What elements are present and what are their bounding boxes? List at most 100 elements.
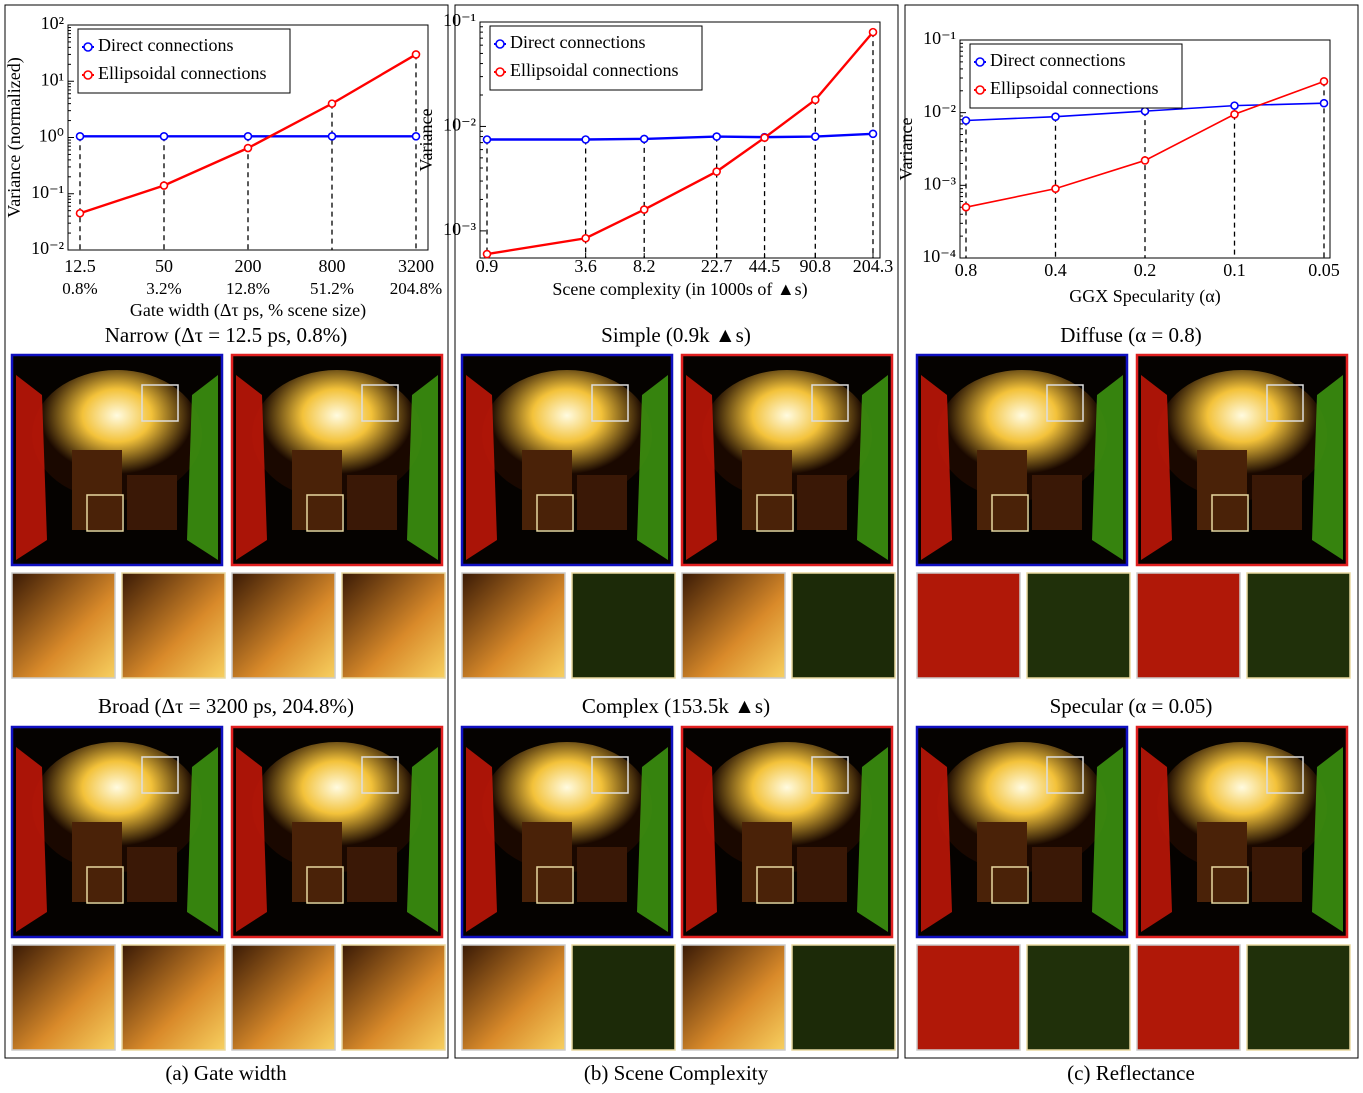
legend-label: Ellipsoidal connections	[98, 63, 266, 83]
render-box	[1252, 847, 1302, 902]
y-tick-label: 10⁻¹	[443, 10, 476, 30]
data-point	[1052, 113, 1059, 120]
x-tick-label: 0.8%	[62, 279, 97, 298]
data-point	[812, 133, 819, 140]
panel-caption: (a) Gate width	[165, 1061, 287, 1085]
x-axis-label: GGX Specularity (α)	[1069, 286, 1220, 307]
data-point	[329, 133, 336, 140]
crop	[12, 945, 115, 1050]
legend-swatch	[976, 58, 984, 66]
render-box	[347, 475, 397, 530]
x-tick-label: 12.5	[64, 256, 96, 276]
y-tick-label: 10⁻²	[443, 115, 476, 135]
x-axis-label: Gate width (Δτ ps, % scene size)	[130, 300, 366, 321]
data-point	[1321, 100, 1328, 107]
render-box	[797, 847, 847, 902]
crop	[342, 573, 445, 678]
data-point	[963, 117, 970, 124]
render-box	[127, 475, 177, 530]
y-tick-label: 10⁻¹	[31, 182, 64, 202]
y-axis-label: Variance (normalized)	[4, 57, 25, 217]
page: {"chart_data": [ {"type": "line", "y_lab…	[0, 0, 1363, 1093]
x-tick-label: 3200	[398, 256, 434, 276]
row-title: Broad (Δτ = 3200 ps, 204.8%)	[98, 694, 354, 718]
render-box	[742, 450, 792, 530]
data-point	[484, 251, 491, 258]
crop	[1027, 945, 1130, 1050]
content: 10⁻²10⁻¹10⁰10¹10²12.50.8%503.2%20012.8%8…	[4, 10, 1350, 1085]
crop	[462, 945, 565, 1050]
y-tick-label: 10²	[41, 13, 64, 33]
legend-label: Ellipsoidal connections	[510, 60, 678, 80]
x-tick-label: 0.2	[1134, 260, 1157, 280]
x-tick-label: 800	[319, 256, 346, 276]
crop	[917, 573, 1020, 678]
row-title: Simple (0.9k ▲s)	[601, 323, 751, 347]
render-box	[347, 847, 397, 902]
crop	[1137, 945, 1240, 1050]
legend-swatch	[84, 43, 92, 51]
crop	[1027, 573, 1130, 678]
data-point	[245, 145, 252, 152]
data-point	[713, 168, 720, 175]
row-title: Complex (153.5k ▲s)	[582, 694, 770, 718]
render-box	[577, 475, 627, 530]
crop	[342, 945, 445, 1050]
data-point	[713, 133, 720, 140]
data-point	[329, 100, 336, 107]
render-box	[72, 450, 122, 530]
data-point	[761, 134, 768, 141]
legend-swatch	[84, 71, 92, 79]
crop	[682, 573, 785, 678]
data-point	[582, 235, 589, 242]
data-point	[641, 135, 648, 142]
crop	[792, 573, 895, 678]
legend-label: Direct connections	[98, 35, 233, 55]
crop	[12, 573, 115, 678]
render-box	[977, 450, 1027, 530]
crop	[122, 945, 225, 1050]
render-box	[522, 450, 572, 530]
panel-caption: (c) Reflectance	[1067, 1061, 1195, 1085]
crop	[1247, 573, 1350, 678]
render-box	[292, 450, 342, 530]
legend-swatch	[496, 40, 504, 48]
data-point	[161, 133, 168, 140]
x-tick-label: 12.8%	[226, 279, 270, 298]
render-box	[1032, 475, 1082, 530]
figure: 10⁻²10⁻¹10⁰10¹10²12.50.8%503.2%20012.8%8…	[0, 0, 1363, 1088]
x-tick-label: 200	[235, 256, 262, 276]
crop	[572, 945, 675, 1050]
data-point	[870, 29, 877, 36]
data-point	[1231, 102, 1238, 109]
y-axis-label: Variance	[896, 118, 916, 181]
y-tick-label: 10⁻³	[923, 173, 957, 193]
x-tick-label: 51.2%	[310, 279, 354, 298]
data-point	[245, 133, 252, 140]
data-point	[641, 206, 648, 213]
x-tick-label: 3.6	[574, 256, 597, 276]
data-point	[1321, 78, 1328, 85]
data-point	[1142, 157, 1149, 164]
data-point	[484, 136, 491, 143]
render-box	[577, 847, 627, 902]
y-tick-label: 10⁰	[39, 126, 64, 146]
render-box	[977, 822, 1027, 902]
render-box	[742, 822, 792, 902]
y-tick-label: 10⁻²	[31, 238, 64, 258]
panel-caption: (b) Scene Complexity	[584, 1061, 769, 1085]
y-tick-label: 10¹	[41, 69, 64, 89]
x-axis-label: Scene complexity (in 1000s of ▲s)	[552, 279, 807, 300]
render-box	[1197, 450, 1247, 530]
data-point	[1231, 111, 1238, 118]
y-axis-label: Variance	[416, 109, 436, 172]
y-tick-label: 10⁻⁴	[922, 246, 956, 266]
data-point	[1142, 108, 1149, 115]
data-point	[413, 51, 420, 58]
x-tick-label: 8.2	[633, 256, 656, 276]
x-tick-label: 0.8	[955, 260, 978, 280]
legend-swatch	[976, 86, 984, 94]
x-tick-label: 0.05	[1308, 260, 1340, 280]
render-box	[72, 822, 122, 902]
crop	[572, 573, 675, 678]
